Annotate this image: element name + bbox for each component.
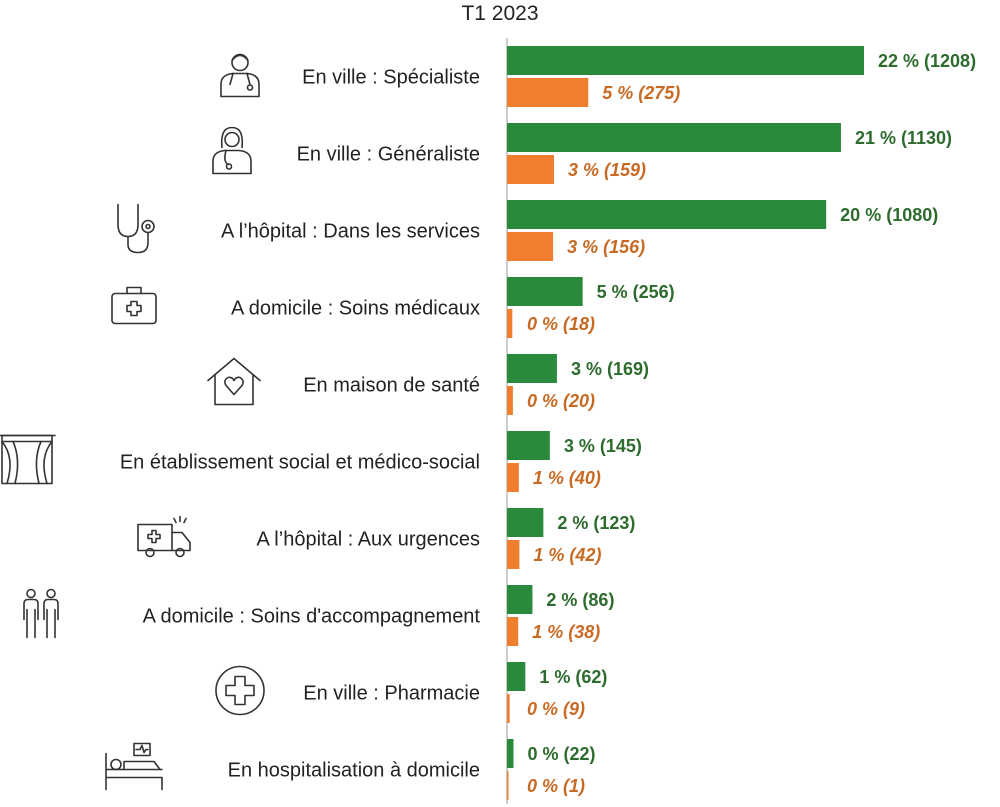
value-label-green: 1 % (62) [539,667,607,687]
category-label: En ville : Généraliste [297,144,480,166]
bar-orange [507,155,554,184]
category-label: En ville : Spécialiste [302,67,480,89]
bar-green [507,123,841,152]
bar-green [507,508,544,537]
value-label-orange: 0 % (18) [527,314,595,334]
two-people-icon [23,588,59,639]
value-label-orange: 1 % (38) [532,622,600,642]
value-label-orange: 1 % (40) [533,468,601,488]
pharmacy-cross-icon [215,665,265,716]
bar-orange [507,694,510,723]
value-label-orange: 0 % (20) [527,391,595,411]
value-label-orange: 0 % (9) [527,699,585,719]
category-label: A l’hôpital : Aux urgences [257,529,480,551]
bar-green [507,277,583,306]
ambulance-icon [137,515,191,558]
category-label: A domicile : Soins d'accompagnement [143,606,481,628]
chart-title: T1 2023 [461,2,539,25]
hospital-bed-icon [105,742,163,791]
bar-green [507,46,864,75]
value-label-orange: 3 % (159) [568,160,646,180]
category-label: En ville : Pharmacie [303,683,480,705]
bar-green [507,585,533,614]
bar-orange [507,771,509,800]
bar-orange [507,540,520,569]
value-label-orange: 0 % (1) [527,776,585,796]
window-curtains-icon [0,434,56,485]
bar-orange [507,309,513,338]
value-label-green: 5 % (256) [597,282,675,302]
stethoscope-icon [117,203,155,254]
bar-green [507,200,827,229]
value-label-orange: 1 % (42) [533,545,601,565]
value-label-green: 21 % (1130) [855,128,952,148]
chart-rows: En ville : Spécialiste 22 % (1208) 5 % (27… [0,46,976,800]
value-label-orange: 5 % (275) [602,83,680,103]
doctor-male-icon [220,53,260,98]
category-label: A l’hôpital : Dans les services [221,221,480,243]
bar-orange [507,232,554,261]
doctor-female-icon [212,126,252,175]
bar-green [507,354,557,383]
category-label: En maison de santé [303,375,480,397]
value-label-green: 3 % (169) [571,359,649,379]
house-heart-icon [207,357,261,406]
value-label-green: 0 % (22) [528,744,596,764]
category-label: En établissement social et médico-social [120,452,480,474]
medical-bag-icon [111,286,157,325]
category-label: En hospitalisation à domicile [228,760,480,782]
value-label-orange: 3 % (156) [567,237,645,257]
bar-orange [507,386,513,415]
bar-green [507,662,526,691]
bar-orange [507,78,589,107]
bar-orange [507,617,519,646]
value-label-green: 3 % (145) [564,436,642,456]
category-label: A domicile : Soins médicaux [231,298,480,320]
bar-green [507,739,514,768]
value-label-green: 2 % (123) [557,513,635,533]
value-label-green: 2 % (86) [546,590,614,610]
value-label-green: 20 % (1080) [840,205,938,225]
bar-orange [507,463,519,492]
value-label-green: 22 % (1208) [878,51,976,71]
bar-green [507,431,550,460]
